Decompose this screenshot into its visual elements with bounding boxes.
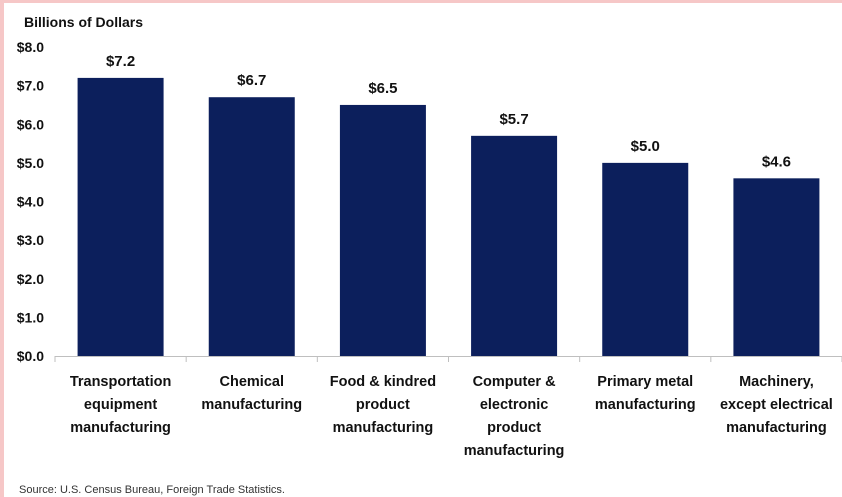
- y-tick-label: $6.0: [17, 116, 44, 132]
- category-label: Chemical manufacturing: [201, 374, 302, 413]
- source-note: Source: U.S. Census Bureau, Foreign Trad…: [19, 484, 285, 496]
- category-label: Computer & electronic product manufacturing: [464, 374, 565, 459]
- bar: [602, 162, 689, 356]
- data-label: $6.7: [237, 72, 266, 89]
- bar: [208, 97, 295, 357]
- bars: [77, 77, 820, 357]
- data-label: $4.6: [762, 153, 791, 170]
- category-label: Food & kindred product manufacturing: [330, 374, 436, 436]
- y-axis-title: Billions of Dollars: [24, 14, 143, 30]
- y-tick-label: $4.0: [17, 194, 44, 210]
- y-tick-label: $2.0: [17, 271, 44, 287]
- x-tick-marks: [54, 356, 842, 362]
- y-tick-label: $8.0: [17, 39, 44, 55]
- category-label: Machinery, except electrical manufacturing: [720, 374, 833, 436]
- data-label: $6.5: [368, 80, 397, 97]
- data-labels: $7.2 $6.7 $6.5 $5.7 $5.0 $4.6: [106, 53, 791, 170]
- y-tick-label: $0.0: [17, 348, 44, 364]
- y-tick-label: $1.0: [17, 309, 44, 325]
- y-tick-label: $5.0: [17, 155, 44, 171]
- bar: [339, 104, 426, 356]
- y-tick-label: $3.0: [17, 232, 44, 248]
- category-labels: Transportation equipment manufacturing Chem…: [70, 374, 833, 459]
- category-label: Primary metal manufacturing: [595, 374, 696, 413]
- y-tick-labels: $0.0 $1.0 $2.0 $3.0 $4.0 $5.0 $6.0 $7.0 $8.0: [17, 39, 44, 364]
- data-label: $5.0: [631, 138, 660, 155]
- bar: [471, 135, 558, 356]
- data-label: $5.7: [499, 111, 528, 128]
- bar: [733, 178, 820, 356]
- bar: [77, 77, 164, 357]
- y-tick-label: $7.0: [17, 78, 44, 94]
- data-label: $7.2: [106, 53, 135, 70]
- category-label: Transportation equipment manufacturing: [70, 374, 172, 436]
